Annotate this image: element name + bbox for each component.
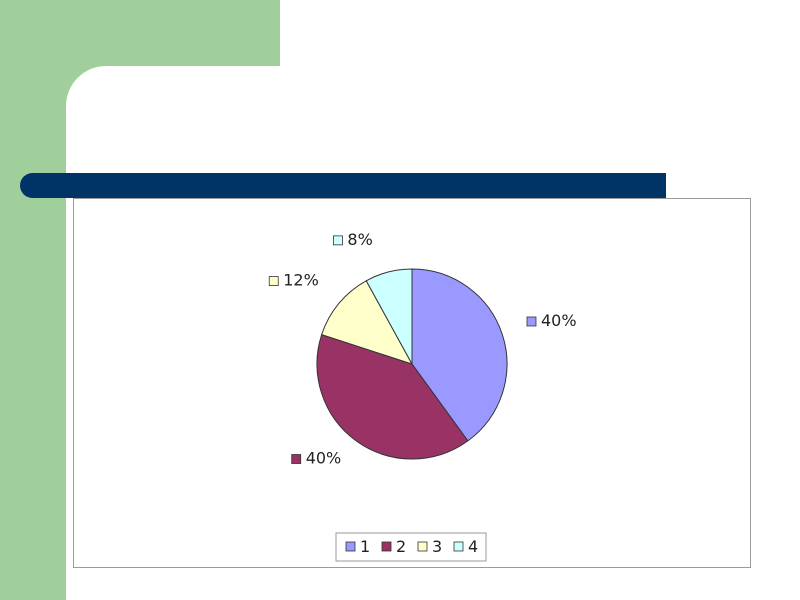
legend-swatch-1 bbox=[345, 541, 356, 552]
legend-label-2: 2 bbox=[396, 537, 406, 556]
data-label-3: 12% bbox=[268, 271, 319, 290]
legend-swatch-4 bbox=[453, 541, 464, 552]
data-label-1: 40% bbox=[526, 311, 577, 330]
chart-frame: 40% 40% 12% 8% 1 2 3 4 bbox=[73, 198, 751, 568]
data-label-swatch bbox=[268, 276, 279, 286]
data-label-text: 40% bbox=[541, 311, 577, 330]
data-label-4: 8% bbox=[333, 230, 373, 249]
legend-swatch-2 bbox=[381, 541, 392, 552]
legend-label-3: 3 bbox=[432, 537, 442, 556]
data-label-swatch bbox=[526, 316, 537, 327]
pie-slice-2 bbox=[316, 334, 469, 460]
title-bar bbox=[20, 173, 666, 198]
data-label-swatch bbox=[291, 454, 302, 464]
data-label-text: 12% bbox=[283, 271, 319, 290]
pie-chart: 40% 40% 12% 8% 1 2 3 4 bbox=[268, 230, 577, 562]
pie-slice-3 bbox=[321, 280, 414, 365]
pie-slice-1 bbox=[411, 268, 508, 442]
data-label-2: 40% bbox=[291, 449, 342, 468]
legend-box bbox=[335, 532, 487, 562]
legend-label-4: 4 bbox=[468, 537, 478, 556]
data-label-text: 40% bbox=[306, 449, 342, 468]
legend-label-1: 1 bbox=[360, 537, 370, 556]
data-label-swatch bbox=[333, 235, 343, 246]
pie-slice-4 bbox=[365, 268, 413, 365]
legend-swatch-3 bbox=[417, 541, 428, 552]
data-label-text: 8% bbox=[347, 230, 372, 249]
top-white-area bbox=[280, 0, 800, 68]
